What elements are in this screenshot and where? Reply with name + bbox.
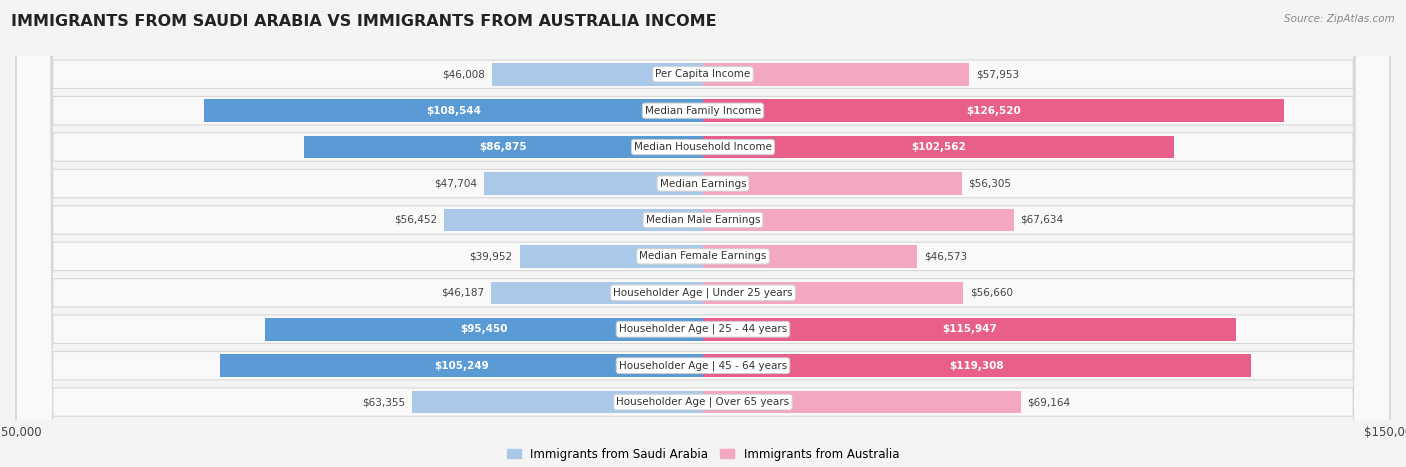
Text: $119,308: $119,308 [949,361,1004,371]
Text: Householder Age | 25 - 44 years: Householder Age | 25 - 44 years [619,324,787,334]
Bar [264,318,703,340]
Text: Median Family Income: Median Family Income [645,106,761,116]
Bar [703,354,1251,377]
Text: $67,634: $67,634 [1021,215,1064,225]
Text: $102,562: $102,562 [911,142,966,152]
Bar [703,172,962,195]
Text: $115,947: $115,947 [942,324,997,334]
Legend: Immigrants from Saudi Arabia, Immigrants from Australia: Immigrants from Saudi Arabia, Immigrants… [502,443,904,466]
Bar [204,99,703,122]
Bar [412,391,703,413]
Text: $95,450: $95,450 [460,324,508,334]
Text: Householder Age | Under 25 years: Householder Age | Under 25 years [613,288,793,298]
Text: Median Male Earnings: Median Male Earnings [645,215,761,225]
FancyBboxPatch shape [17,0,1389,467]
Bar [703,318,1236,340]
Bar [219,354,703,377]
Bar [484,172,703,195]
Text: $108,544: $108,544 [426,106,481,116]
Text: $57,953: $57,953 [976,69,1019,79]
Bar [703,209,1014,231]
Text: Householder Age | Over 65 years: Householder Age | Over 65 years [616,397,790,407]
FancyBboxPatch shape [17,0,1389,467]
Bar [519,245,703,268]
Text: $69,164: $69,164 [1028,397,1071,407]
Bar [703,136,1174,158]
Text: $46,187: $46,187 [441,288,484,298]
Bar [703,245,917,268]
Text: Source: ZipAtlas.com: Source: ZipAtlas.com [1284,14,1395,24]
Bar [304,136,703,158]
FancyBboxPatch shape [17,0,1389,467]
Bar [703,391,1021,413]
FancyBboxPatch shape [17,0,1389,467]
Text: $46,573: $46,573 [924,251,967,262]
Text: $105,249: $105,249 [434,361,489,371]
Text: $126,520: $126,520 [966,106,1021,116]
Text: $86,875: $86,875 [479,142,527,152]
Bar [491,282,703,304]
Text: $56,660: $56,660 [970,288,1014,298]
Bar [703,63,969,85]
FancyBboxPatch shape [17,0,1389,467]
FancyBboxPatch shape [17,0,1389,467]
Text: $46,008: $46,008 [441,69,485,79]
Text: Median Female Earnings: Median Female Earnings [640,251,766,262]
Bar [703,99,1284,122]
Text: $47,704: $47,704 [434,178,477,189]
Bar [444,209,703,231]
Text: $56,305: $56,305 [969,178,1011,189]
FancyBboxPatch shape [17,0,1389,467]
Text: Median Earnings: Median Earnings [659,178,747,189]
Bar [703,282,963,304]
Text: $63,355: $63,355 [361,397,405,407]
Text: Per Capita Income: Per Capita Income [655,69,751,79]
Text: Householder Age | 45 - 64 years: Householder Age | 45 - 64 years [619,361,787,371]
Bar [492,63,703,85]
FancyBboxPatch shape [17,0,1389,467]
Text: $39,952: $39,952 [470,251,513,262]
FancyBboxPatch shape [17,0,1389,467]
Text: Median Household Income: Median Household Income [634,142,772,152]
FancyBboxPatch shape [17,0,1389,467]
Text: IMMIGRANTS FROM SAUDI ARABIA VS IMMIGRANTS FROM AUSTRALIA INCOME: IMMIGRANTS FROM SAUDI ARABIA VS IMMIGRAN… [11,14,717,29]
Text: $56,452: $56,452 [394,215,437,225]
